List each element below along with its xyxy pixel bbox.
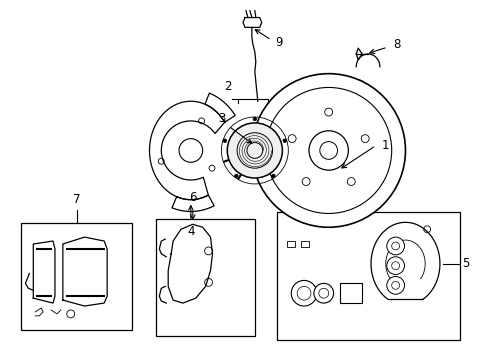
Circle shape bbox=[386, 237, 404, 255]
Circle shape bbox=[386, 276, 404, 294]
Text: 1: 1 bbox=[381, 139, 388, 152]
Text: 8: 8 bbox=[393, 38, 400, 51]
Circle shape bbox=[227, 123, 282, 178]
Bar bbox=[21, 223, 131, 330]
Bar bbox=[277, 212, 459, 339]
Text: 2: 2 bbox=[224, 80, 231, 93]
Text: 4: 4 bbox=[187, 225, 194, 238]
Bar bbox=[156, 219, 254, 336]
Bar bbox=[340, 283, 362, 303]
Text: 9: 9 bbox=[275, 36, 283, 49]
Circle shape bbox=[313, 283, 333, 303]
Circle shape bbox=[223, 139, 226, 143]
Bar bbox=[301, 241, 308, 247]
Circle shape bbox=[291, 280, 316, 306]
Circle shape bbox=[234, 174, 238, 178]
Bar bbox=[287, 241, 295, 247]
Circle shape bbox=[271, 174, 275, 178]
Circle shape bbox=[253, 117, 256, 121]
Circle shape bbox=[251, 74, 405, 227]
Text: 3: 3 bbox=[218, 112, 225, 125]
Text: 6: 6 bbox=[189, 191, 196, 204]
Text: 5: 5 bbox=[462, 257, 469, 270]
Circle shape bbox=[386, 257, 404, 275]
Circle shape bbox=[179, 139, 202, 162]
Circle shape bbox=[283, 139, 286, 143]
Text: 7: 7 bbox=[73, 193, 80, 206]
